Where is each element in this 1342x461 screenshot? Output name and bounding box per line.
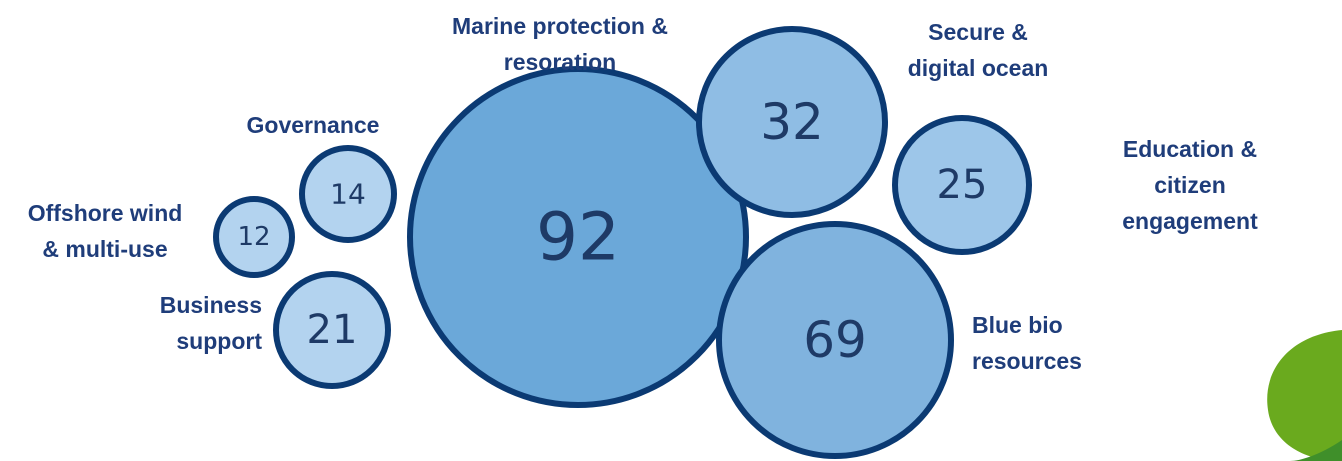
bubble: [273, 271, 391, 389]
bubble-label: Secure & digital ocean: [907, 19, 1049, 81]
bubble-label: Education & citizen engagement: [1122, 136, 1258, 234]
bubble: [299, 145, 397, 243]
bubble-value: 12: [237, 222, 270, 252]
bubble-label: Marine protection & resoration: [452, 13, 668, 75]
bubble: [696, 26, 888, 218]
decoration-leaf: [1290, 440, 1342, 461]
bubble: [407, 66, 749, 408]
bubble-value: 92: [536, 199, 620, 276]
bubble-value: 69: [803, 311, 867, 369]
bubble-value: 14: [330, 178, 366, 211]
bubble-label: Governance: [246, 112, 380, 138]
bubble-label: Blue bio resources: [972, 312, 1082, 374]
decoration-leaf: [1267, 330, 1342, 461]
bubble-label: Offshore wind & multi-use: [27, 200, 183, 262]
bubble: [892, 115, 1032, 255]
bubble: [213, 196, 295, 278]
bubble-value: 32: [760, 93, 824, 151]
bubble-value: 25: [937, 162, 988, 208]
bubble-value: 21: [307, 307, 358, 353]
bubble-label: Business support: [159, 292, 262, 354]
bubble: [716, 221, 954, 459]
